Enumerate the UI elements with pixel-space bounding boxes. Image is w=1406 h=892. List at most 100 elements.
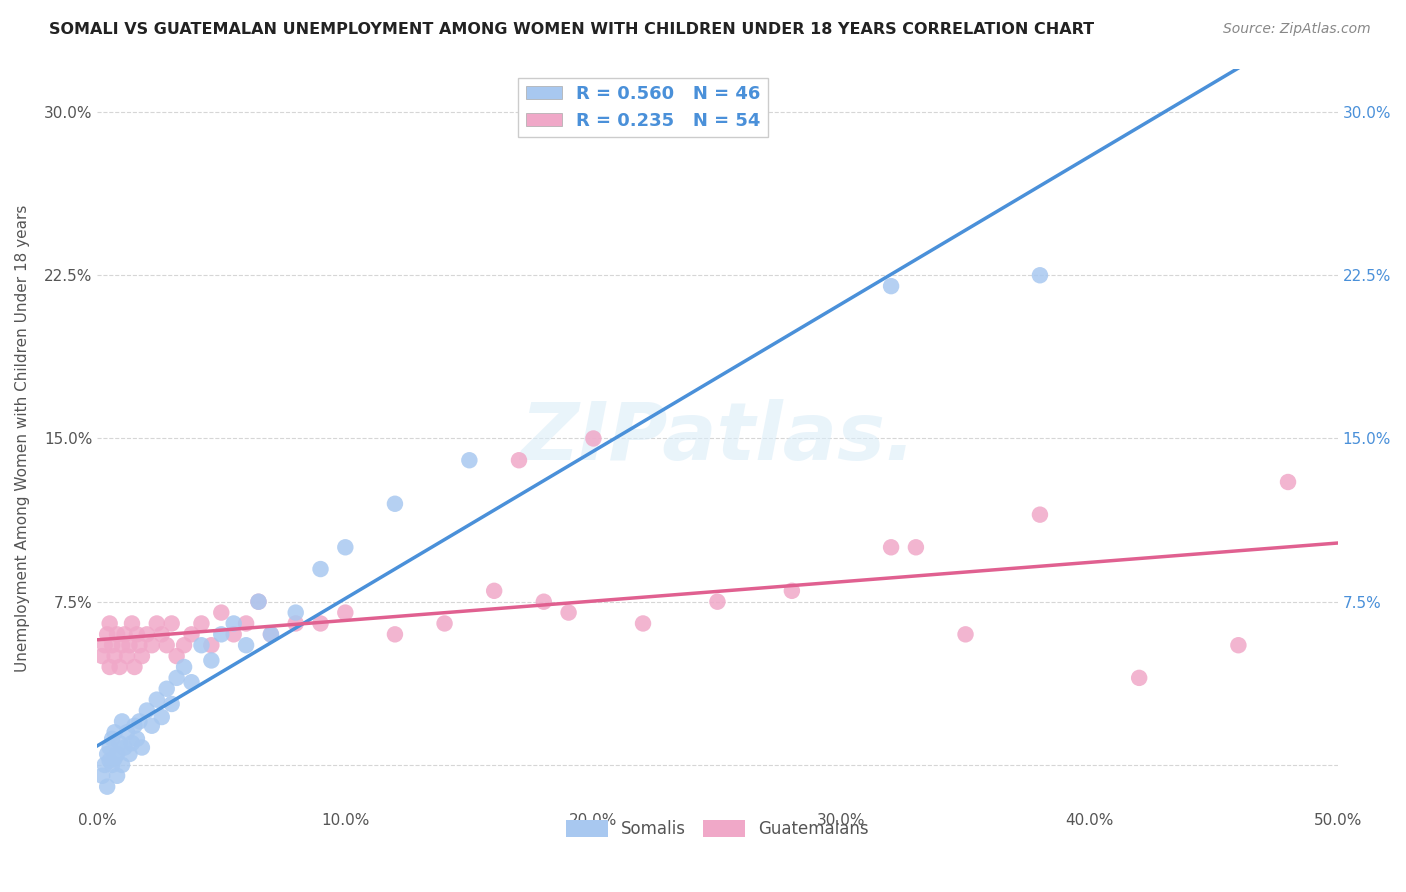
Point [780, 583, 803, 598]
Point [96, 747, 118, 761]
Point [104, 751, 127, 765]
Point [115, 725, 138, 739]
Point [96, 627, 118, 641]
Point [96, 780, 118, 794]
Point [166, 671, 188, 685]
Point [121, 736, 143, 750]
Point [1277, 475, 1299, 489]
Point [98, 740, 121, 755]
Point [105, 627, 128, 641]
Point [108, 660, 131, 674]
Point [433, 616, 456, 631]
Point [91, 769, 114, 783]
Point [124, 660, 146, 674]
Point [98, 616, 121, 631]
Point [105, 747, 128, 761]
Point [180, 675, 202, 690]
Point [156, 638, 179, 652]
Point [190, 638, 212, 652]
Point [309, 562, 332, 576]
Point [904, 541, 927, 555]
Point [166, 649, 188, 664]
Point [121, 616, 143, 631]
Point [955, 627, 977, 641]
Point [557, 606, 579, 620]
Point [533, 595, 555, 609]
Point [180, 627, 202, 641]
Text: SOMALI VS GUATEMALAN UNEMPLOYMENT AMONG WOMEN WITH CHILDREN UNDER 18 YEARS CORRE: SOMALI VS GUATEMALAN UNEMPLOYMENT AMONG … [49, 22, 1094, 37]
Point [200, 638, 222, 652]
Point [706, 595, 728, 609]
Point [1029, 508, 1052, 522]
Point [124, 719, 146, 733]
Point [880, 279, 903, 293]
Point [235, 616, 257, 631]
Point [209, 627, 232, 641]
Point [125, 627, 148, 641]
Point [141, 638, 163, 652]
Point [173, 660, 195, 674]
Point [222, 627, 245, 641]
Point [125, 731, 148, 746]
Point [631, 616, 654, 631]
Point [118, 747, 141, 761]
Point [482, 583, 505, 598]
Point [105, 769, 128, 783]
Point [141, 719, 163, 733]
Point [1227, 638, 1250, 652]
Point [93, 758, 115, 772]
Point [114, 740, 136, 755]
Point [150, 710, 173, 724]
Point [235, 638, 257, 652]
Point [111, 638, 134, 652]
Point [284, 616, 307, 631]
Point [1029, 268, 1052, 283]
Point [582, 432, 605, 446]
Point [156, 681, 179, 696]
Point [247, 595, 270, 609]
Point [146, 692, 169, 706]
Point [284, 606, 307, 620]
Point [384, 627, 406, 641]
Point [101, 638, 124, 652]
Point [458, 453, 481, 467]
Point [111, 758, 134, 772]
Point [146, 616, 169, 631]
Point [115, 649, 138, 664]
Point [111, 714, 134, 729]
Point [128, 638, 150, 652]
Point [104, 649, 127, 664]
Point [101, 758, 124, 772]
Point [114, 627, 136, 641]
Point [209, 606, 232, 620]
Point [260, 627, 283, 641]
Point [222, 616, 245, 631]
Point [131, 649, 153, 664]
Point [98, 660, 121, 674]
Point [91, 649, 114, 664]
Point [880, 541, 903, 555]
Point [108, 736, 131, 750]
Point [173, 638, 195, 652]
Point [190, 616, 212, 631]
Point [260, 627, 283, 641]
Point [131, 740, 153, 755]
Point [150, 627, 173, 641]
Point [93, 638, 115, 652]
Point [118, 638, 141, 652]
Point [104, 725, 127, 739]
Point [508, 453, 530, 467]
Point [101, 731, 124, 746]
Y-axis label: Unemployment Among Women with Children Under 18 years: Unemployment Among Women with Children U… [15, 205, 30, 673]
Point [384, 497, 406, 511]
Point [135, 704, 157, 718]
Point [200, 653, 222, 667]
Point [160, 616, 183, 631]
Point [98, 754, 121, 768]
Point [247, 595, 270, 609]
Point [1128, 671, 1150, 685]
Point [309, 616, 332, 631]
Point [335, 606, 357, 620]
Point [335, 541, 357, 555]
Point [160, 697, 183, 711]
